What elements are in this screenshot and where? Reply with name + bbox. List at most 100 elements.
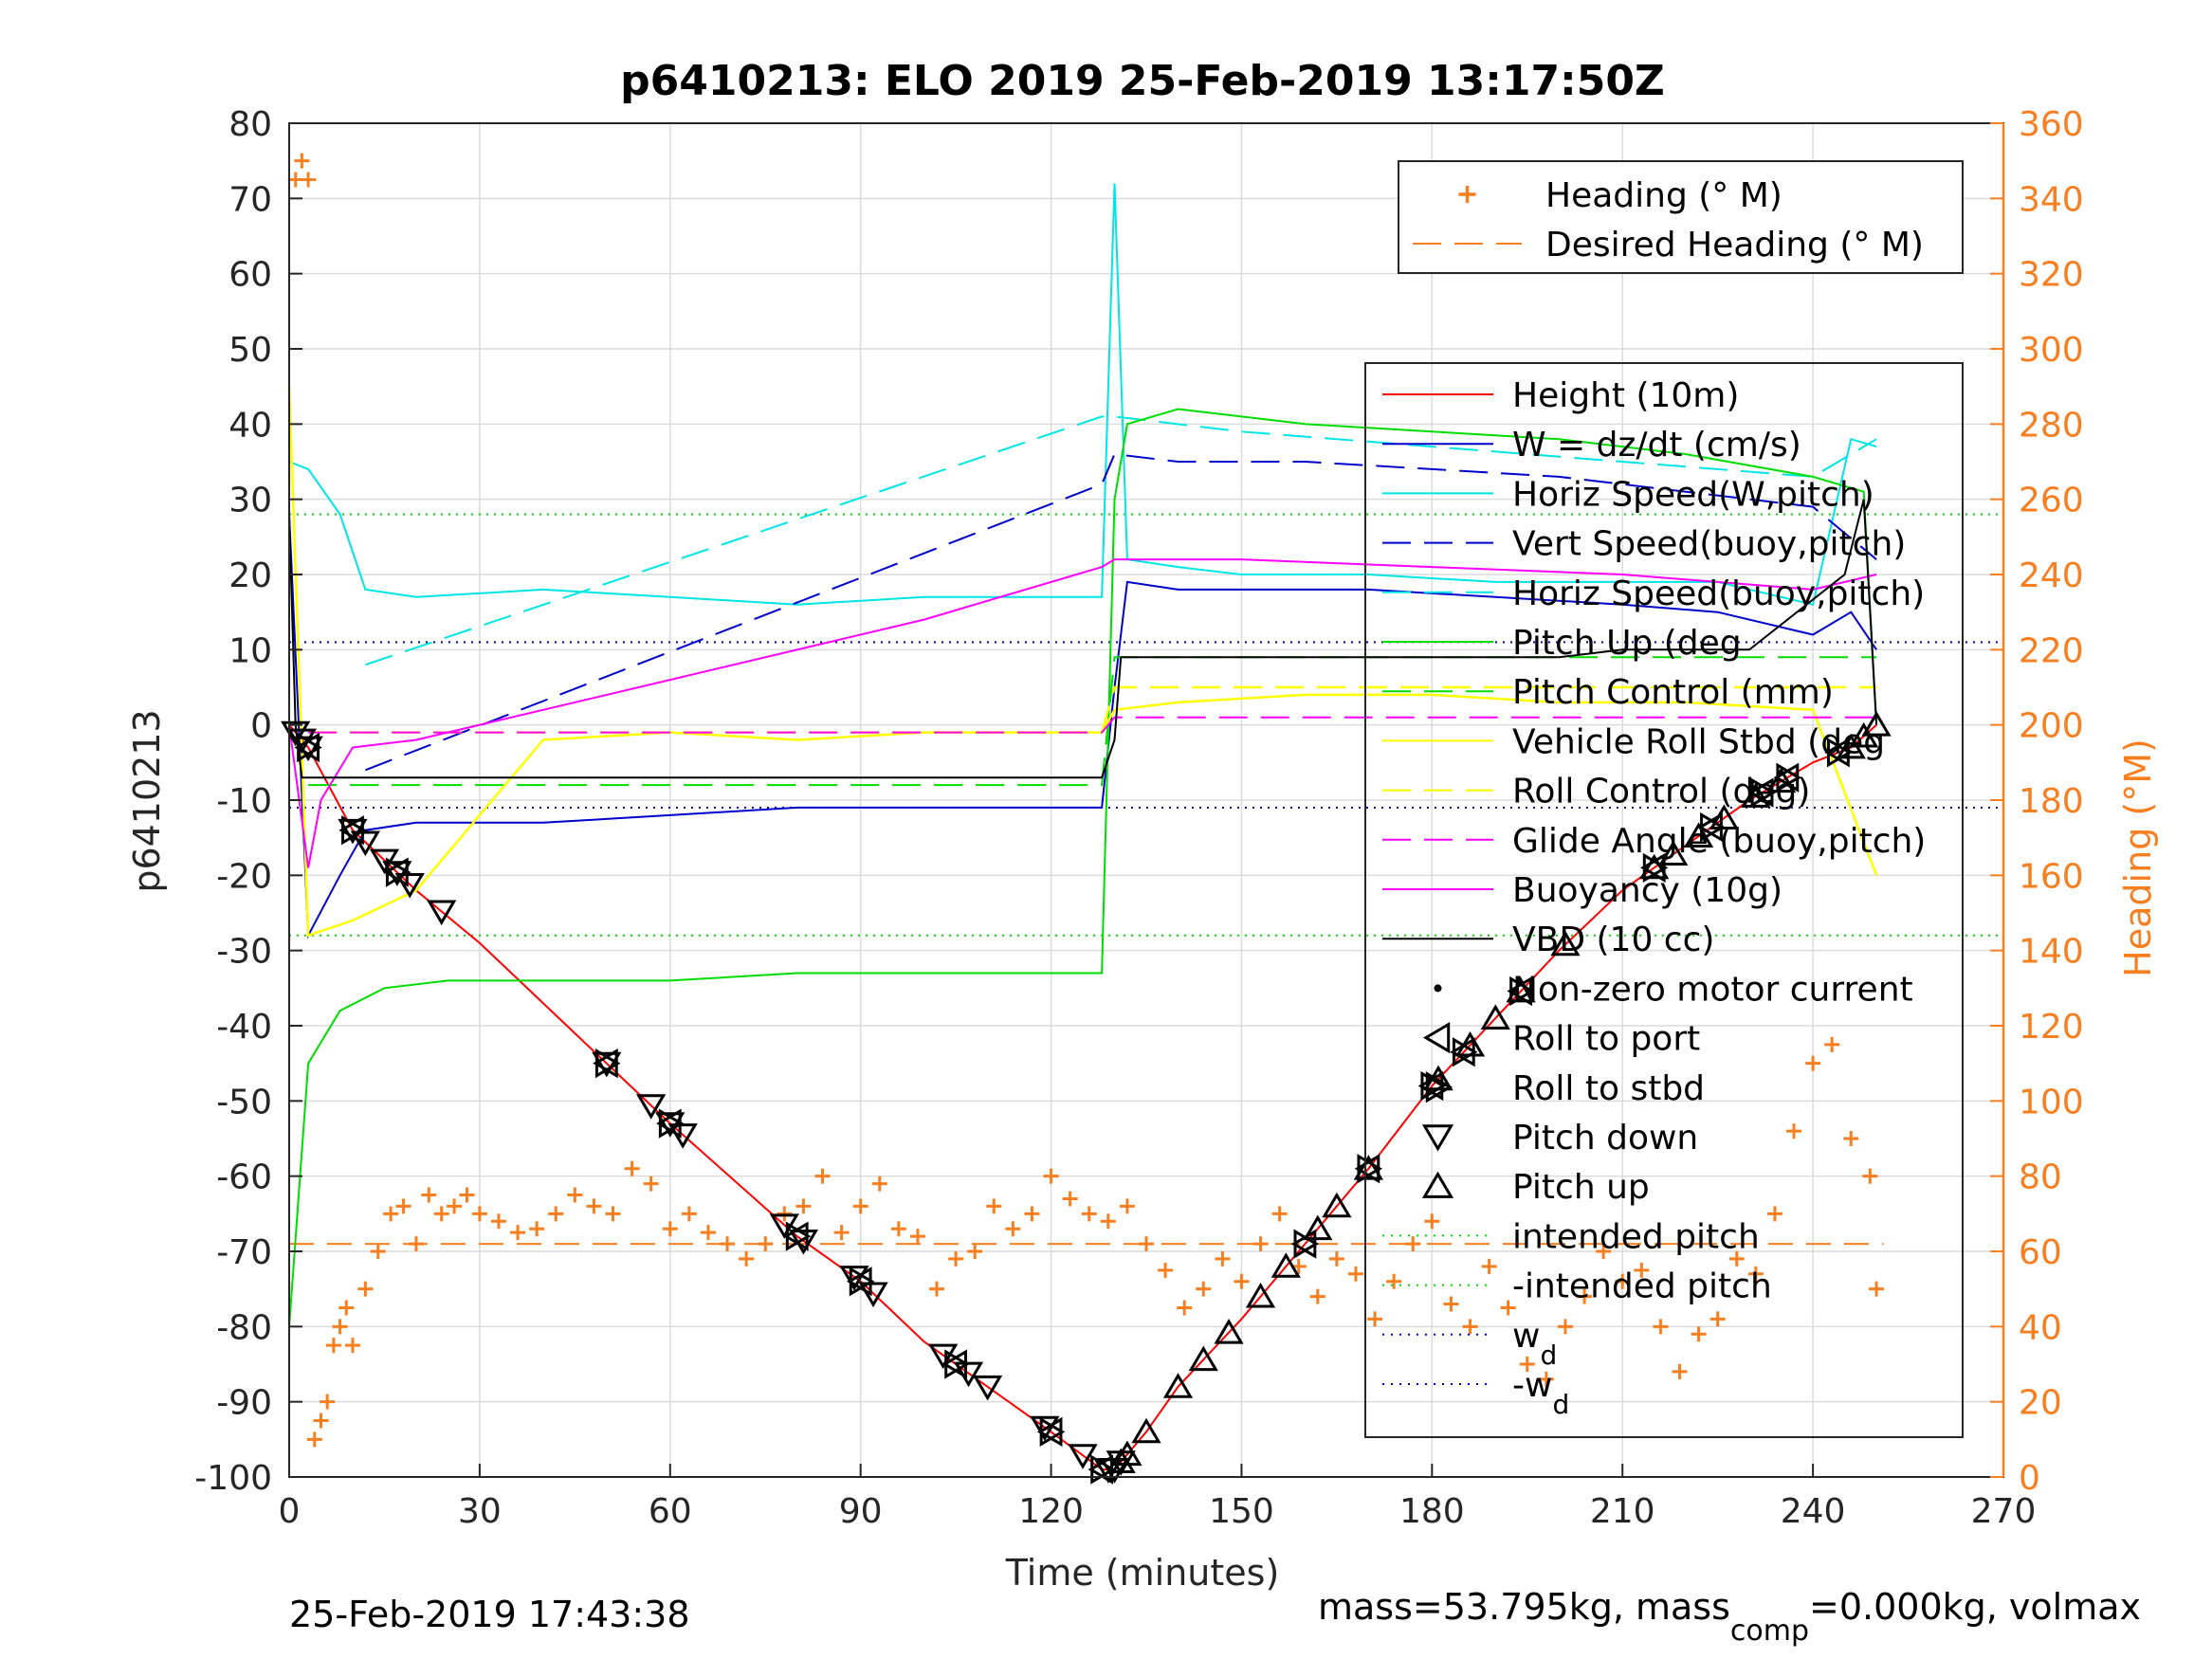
legend-main-label: -wd (1512, 1366, 1569, 1420)
series-line-2 (288, 183, 1877, 606)
heading-point (490, 1213, 506, 1230)
legend-main-label-text: Roll Control (deg) (1512, 773, 1810, 811)
legend-sample-plus (1458, 186, 1476, 203)
heading-point (1462, 1319, 1478, 1335)
legend-main-label-sub: d (1552, 1389, 1569, 1420)
footer-mass-prefix: mass=53.795kg, mass (1318, 1586, 1730, 1628)
marker-tri-right (594, 1048, 621, 1079)
x-tick-label: 60 (649, 1492, 692, 1531)
marker-tri-up (1480, 1004, 1510, 1030)
heading-point (1424, 1213, 1440, 1230)
legend-main-label: Pitch down (1512, 1119, 1698, 1158)
heading-point (624, 1160, 640, 1176)
y-tick-label-right: 300 (2019, 331, 2084, 370)
y-tick-label-left: -70 (216, 1233, 272, 1272)
marker-tri-right (341, 815, 367, 846)
series-line-5 (288, 408, 1878, 1327)
marker-tri-down (858, 1282, 888, 1308)
legend-main-label: Height (10m) (1512, 376, 1739, 415)
legend-main-label: Roll Control (deg) (1512, 773, 1810, 811)
x-tick-label: 30 (458, 1492, 502, 1531)
marker-tri-down (1068, 1444, 1098, 1469)
y-tick-label-left: 80 (229, 105, 272, 144)
legend-main-label-text: Buoyancy (10g) (1512, 871, 1782, 910)
y-tick-label-left: 0 (250, 707, 272, 746)
legend-main-label-text: w (1512, 1317, 1540, 1356)
reference-lines (289, 513, 2003, 1246)
heading-point (833, 1225, 850, 1241)
y-tick-label-right: 260 (2019, 482, 2084, 520)
legend-sample-dot (1434, 984, 1442, 993)
marker-tri-up (1271, 1252, 1301, 1278)
x-tick-label: 180 (1399, 1492, 1465, 1531)
marker-tri-right (1509, 975, 1535, 1007)
marker-tri-up (1245, 1282, 1276, 1308)
heading-point (471, 1206, 487, 1222)
heading-point (586, 1198, 602, 1214)
legend-main-label: Horiz Speed(W,pitch) (1512, 475, 1874, 514)
y-tick-label-left: 40 (229, 406, 272, 445)
y-tick-label-left: 70 (229, 180, 272, 219)
heading-point (1328, 1250, 1344, 1267)
x-tick-label: 90 (839, 1492, 883, 1531)
heading-point (1538, 1371, 1554, 1387)
heading-point (681, 1206, 697, 1222)
heading-point (643, 1176, 659, 1192)
marker-tri-up (1112, 1440, 1143, 1467)
marker-tri-right (1642, 852, 1669, 884)
y-tick-label-right: 140 (2019, 933, 2084, 972)
heading-point (1862, 1168, 1878, 1184)
legend-main-label-text: Horiz Speed(buoy,pitch) (1512, 574, 1925, 613)
heading-point (1709, 1311, 1726, 1327)
heading-point (700, 1225, 716, 1241)
legend-main-label-text: Vert Speed(buoy,pitch) (1512, 525, 1906, 564)
legend-main-label: Pitch up (1512, 1168, 1650, 1207)
marker-tri-up (1639, 853, 1670, 880)
x-tick-label: 120 (1018, 1492, 1084, 1531)
heading-point (1347, 1266, 1363, 1282)
heading-point (758, 1236, 774, 1252)
legend-main-box (1364, 362, 1964, 1438)
heading-point (1158, 1262, 1174, 1278)
heading-point (1043, 1168, 1059, 1184)
y-tick-label-left: -30 (216, 933, 272, 972)
heading-point (313, 1413, 329, 1429)
heading-point (795, 1198, 812, 1214)
y-tick-label-left: -100 (194, 1459, 272, 1498)
marker-tri-up (1861, 711, 1892, 737)
y-tick-label-left: -80 (216, 1308, 272, 1347)
y-tick-label-left: -40 (216, 1008, 272, 1047)
heading-point (814, 1168, 831, 1184)
marker-tri-up (1658, 840, 1689, 866)
y-axis-label-right: Heading (°M) (2117, 738, 2159, 977)
x-tick-label: 150 (1209, 1492, 1274, 1531)
x-tick-label: 210 (1590, 1492, 1655, 1531)
series-line-4 (365, 415, 1877, 666)
heading-point (967, 1244, 983, 1259)
legend-main-label-text: Pitch down (1512, 1119, 1698, 1158)
marker-tri-right (1452, 1037, 1478, 1067)
marker-tri-up (1214, 1319, 1244, 1344)
legend-main-label: Horiz Speed(buoy,pitch) (1512, 574, 1925, 613)
marker-tri-up (1322, 1192, 1352, 1218)
heading-point (1577, 1288, 1593, 1304)
marker-tri-right (785, 1221, 812, 1251)
y-tick-label-right: 160 (2019, 857, 2084, 896)
legend-sample-tri-down (1421, 1124, 1454, 1152)
heading-point (739, 1250, 755, 1267)
legend-sample-tri-right (1425, 1071, 1453, 1103)
legend-main-label-text: -w (1512, 1366, 1552, 1405)
legend-main: Height (10m) W = dz/dt (cm/s) Horiz Speed(… (1364, 362, 1964, 1438)
heading-point (986, 1198, 1002, 1214)
legend-main-label: -intended pitch (1512, 1267, 1772, 1306)
heading-point (320, 1394, 336, 1410)
heading-point (1843, 1131, 1859, 1146)
heading-point (1519, 1357, 1535, 1372)
y-tick-label-left: -50 (216, 1083, 272, 1121)
legend-main-label-text: Horiz Speed(W,pitch) (1512, 475, 1874, 514)
marker-tri-down (338, 818, 368, 845)
heading-point (529, 1221, 545, 1237)
heading-point (1252, 1236, 1269, 1252)
heading-point (1405, 1236, 1421, 1252)
heading-point (294, 153, 310, 169)
